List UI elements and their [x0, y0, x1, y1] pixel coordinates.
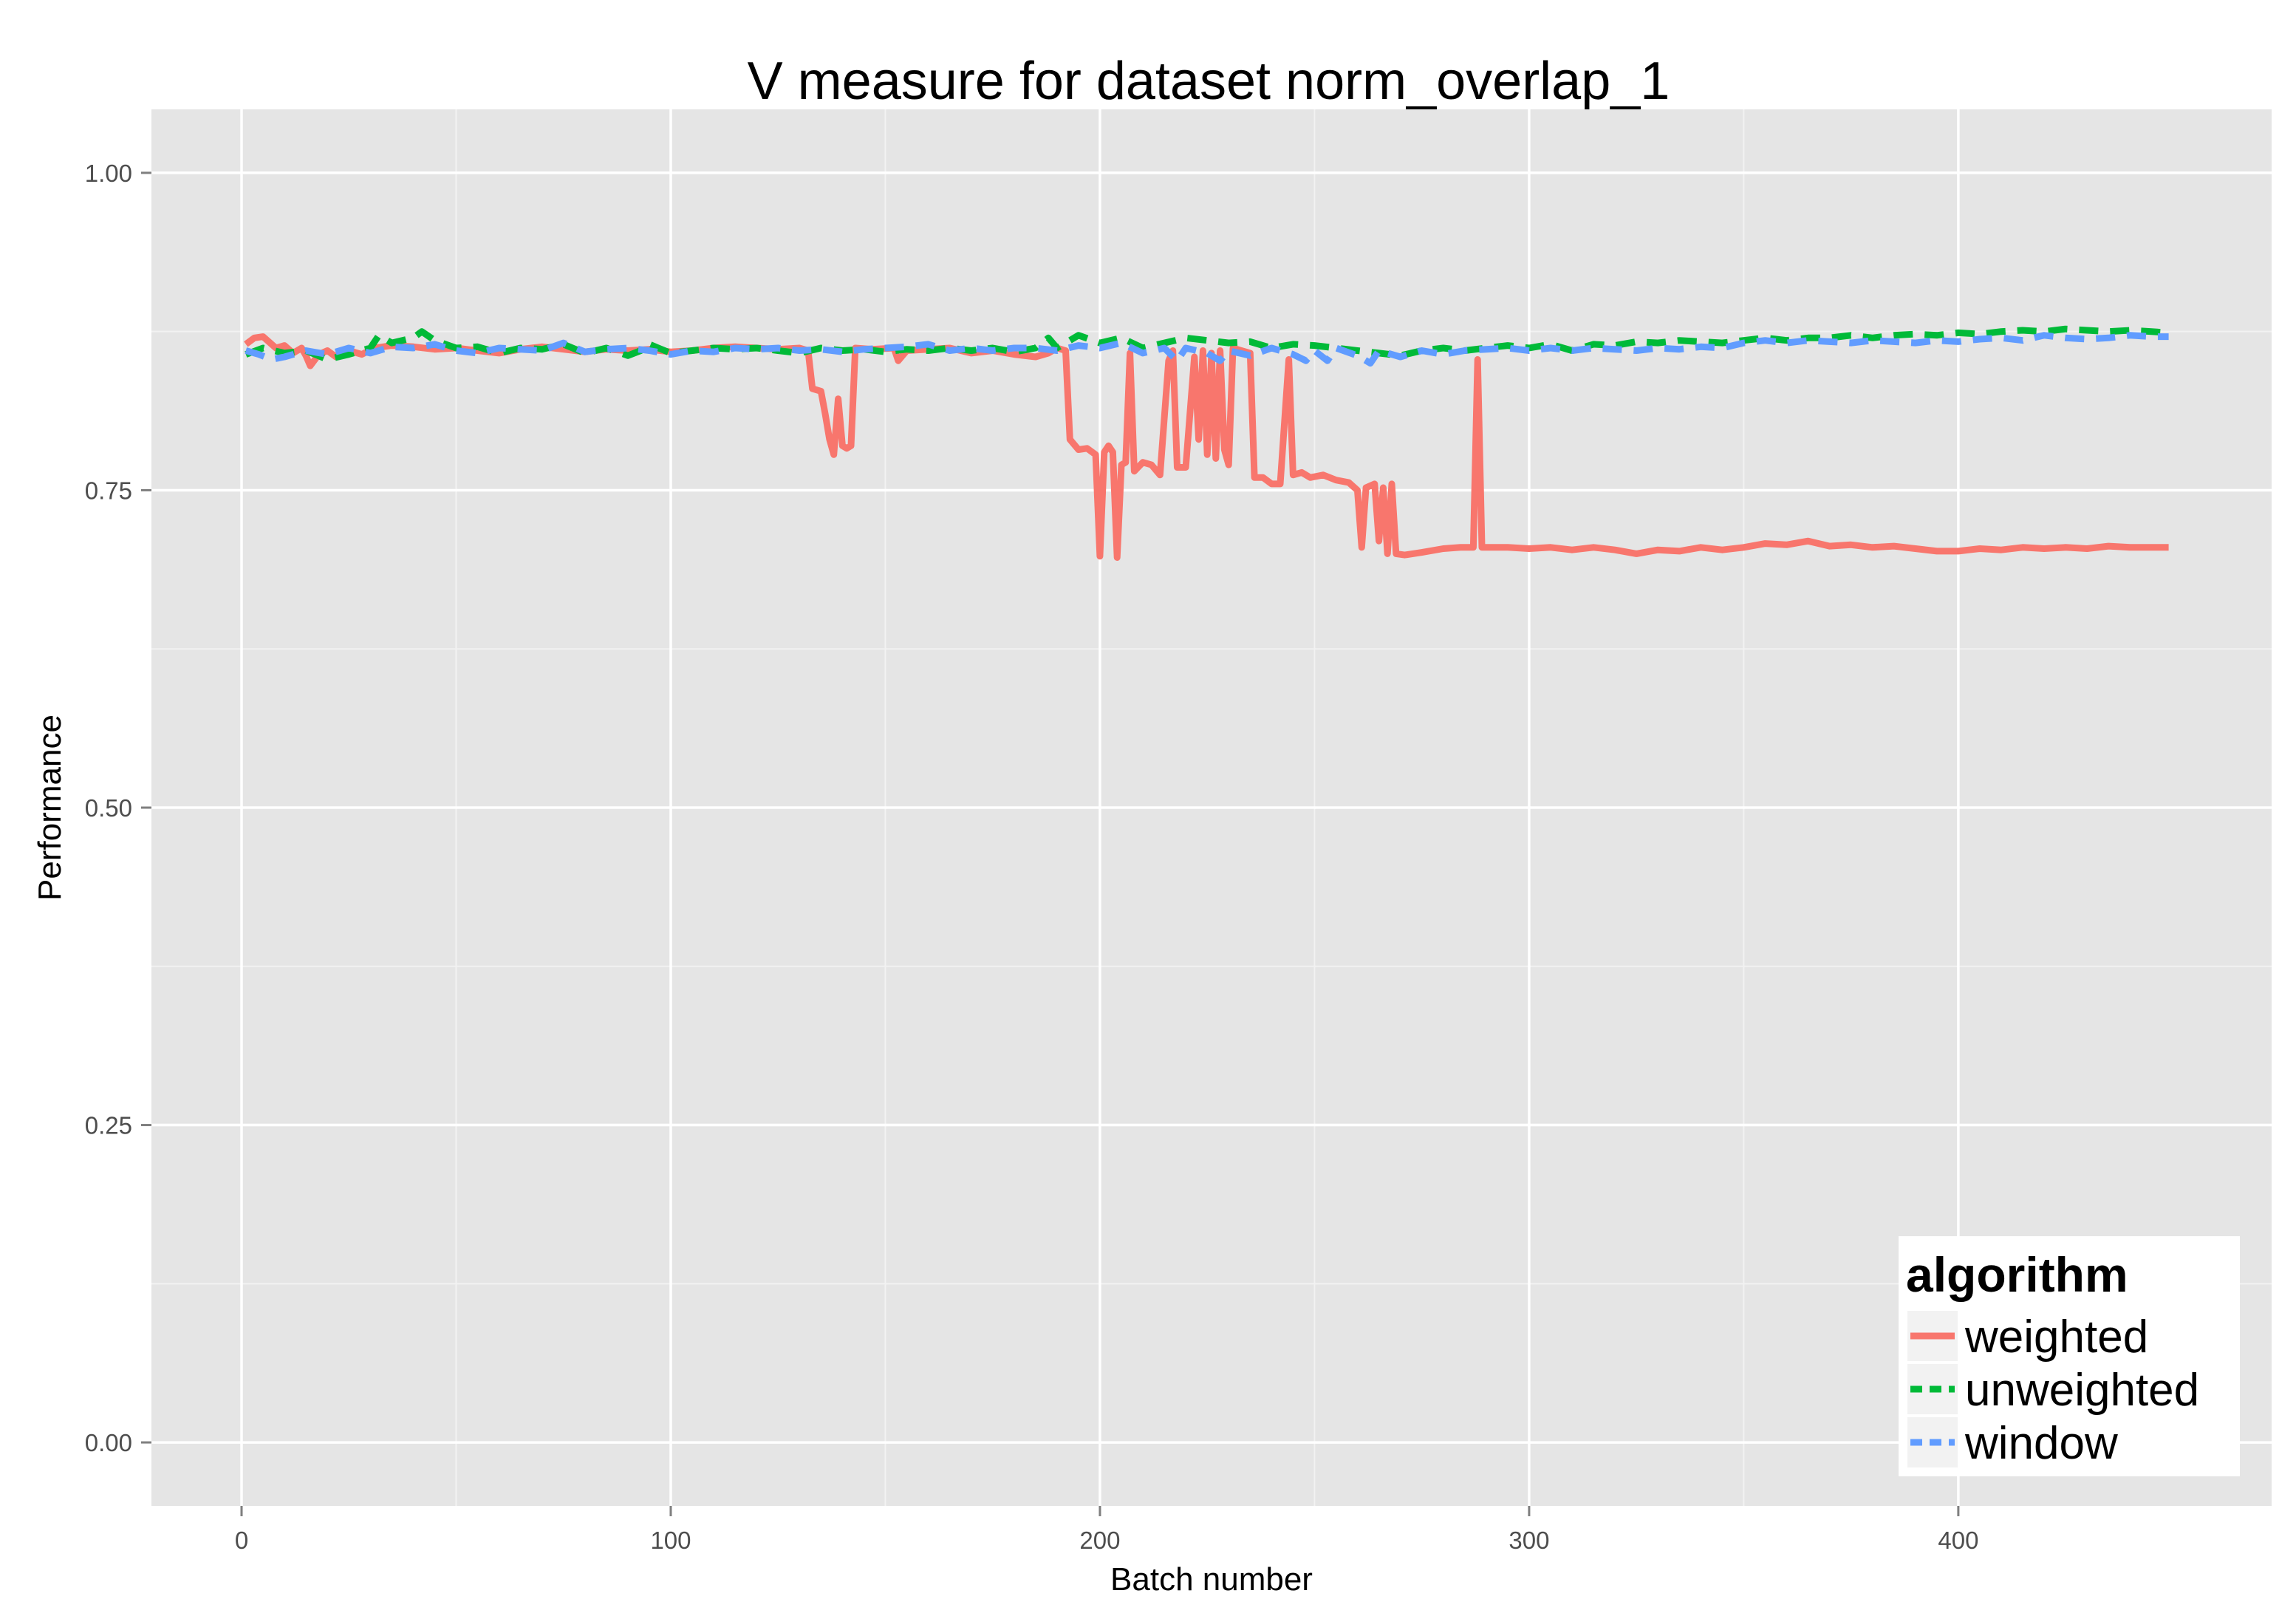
x-tick-label: 0 — [235, 1527, 248, 1554]
x-tick-label: 200 — [1079, 1527, 1120, 1554]
y-axis-ticks: 0.00 0.25 0.50 0.75 1.00 — [85, 160, 151, 1456]
x-axis-ticks: 0 100 200 300 400 — [235, 1506, 1978, 1554]
y-axis-title: Performance — [32, 715, 68, 901]
legend-label-weighted: weighted — [1964, 1312, 2148, 1363]
y-tick-label: 0.25 — [85, 1112, 132, 1139]
series-line-window — [245, 332, 2169, 367]
series-lines — [244, 325, 2169, 561]
x-tick-label: 400 — [1938, 1527, 1978, 1554]
major-gridlines — [151, 109, 2272, 1506]
y-tick-label: 0.75 — [85, 477, 132, 504]
legend-title: algorithm — [1906, 1247, 2128, 1302]
x-tick-label: 300 — [1509, 1527, 1549, 1554]
y-tick-label: 0.50 — [85, 794, 132, 822]
legend-label-window: window — [1964, 1418, 2118, 1469]
x-tick-label: 100 — [650, 1527, 691, 1554]
legend-label-unweighted: unweighted — [1965, 1365, 2199, 1416]
y-tick-label: 0.00 — [85, 1429, 132, 1456]
x-axis-title: Batch number — [1110, 1561, 1313, 1598]
y-tick-label: 1.00 — [85, 160, 132, 187]
chart-title: V measure for dataset norm_overlap_1 — [748, 52, 1670, 111]
